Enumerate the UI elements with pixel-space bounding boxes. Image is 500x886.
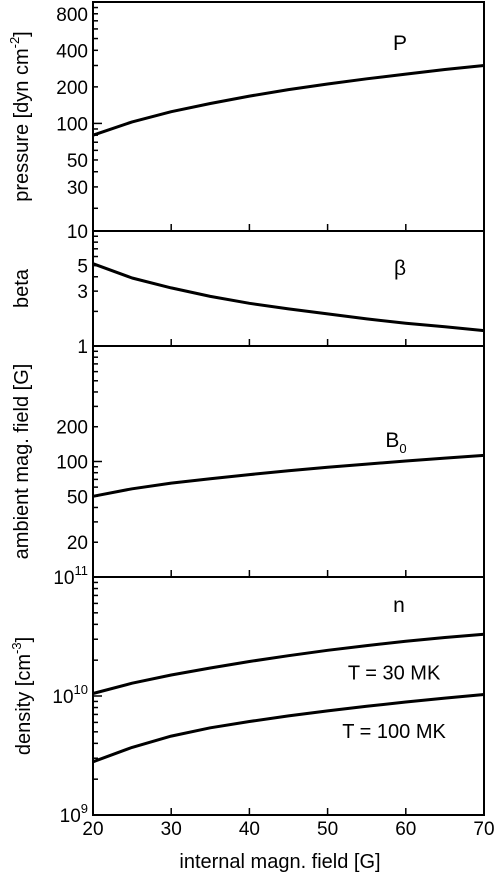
series-line	[92, 262, 485, 333]
y-tick-label: 30	[67, 178, 88, 199]
y-axis-label: beta	[11, 268, 33, 308]
y-tick-label: 20	[67, 533, 88, 554]
panel-frame	[92, 230, 485, 347]
y-tick-label: 10	[67, 222, 88, 243]
series-annotation: T = 100 MK	[342, 721, 446, 743]
y-tick-label: 3	[77, 282, 88, 303]
panel-label: B0	[385, 429, 406, 456]
y-tick-label: 50	[67, 487, 88, 508]
y-tick-label: 100	[56, 114, 88, 135]
series-line	[92, 453, 485, 498]
y-tick-label: 200	[56, 418, 88, 439]
x-tick-label: 60	[395, 819, 416, 840]
x-axis: 20 30 40 50 60 70	[82, 819, 494, 840]
x-tick-label: 50	[317, 819, 338, 840]
panel-label: β	[394, 257, 406, 280]
panel-beta: 1 3 5 10 beta β	[11, 222, 485, 358]
y-tick-label: 800	[56, 5, 88, 26]
series-annotation: T = 30 MK	[348, 662, 441, 684]
panel-label: P	[393, 32, 407, 55]
y-tick-label: 1	[77, 337, 88, 358]
y-tick-label: 50	[67, 151, 88, 172]
y-axis-label: pressure [dyn cm-2]	[7, 31, 33, 202]
y-tick-label: 200	[56, 78, 88, 99]
y-tick-label: 400	[56, 41, 88, 62]
panel-label: n	[393, 594, 405, 617]
panel-ambient: 20 50 100 200 ambient mag. field [G] B0	[11, 345, 485, 578]
panel-frame	[92, 576, 485, 816]
series-line	[92, 693, 485, 764]
series-line	[92, 64, 485, 137]
series-line	[92, 632, 485, 695]
panel-frame	[92, 345, 485, 578]
y-tick-label: 100	[56, 453, 88, 474]
y-tick-label: 109	[60, 801, 88, 827]
x-tick-label: 20	[82, 819, 103, 840]
x-tick-label: 70	[473, 819, 494, 840]
panel-density: 109 1010 1011 density [cm-3] T = 30 MK T = 10…	[9, 563, 485, 827]
x-tick-label: 30	[161, 819, 182, 840]
y-axis-label: ambient mag. field [G]	[11, 364, 33, 560]
x-axis-label: internal magn. field [G]	[179, 851, 380, 873]
x-tick-label: 40	[239, 819, 260, 840]
y-axis-label: density [cm-3]	[9, 637, 35, 755]
y-tick-label: 1010	[52, 682, 88, 708]
y-tick-label: 1011	[53, 563, 88, 589]
panel-pressure: 30 50 100 200 400 800 pressure [dyn cm-2] P	[7, 1, 485, 232]
y-tick-label: 5	[77, 257, 88, 278]
